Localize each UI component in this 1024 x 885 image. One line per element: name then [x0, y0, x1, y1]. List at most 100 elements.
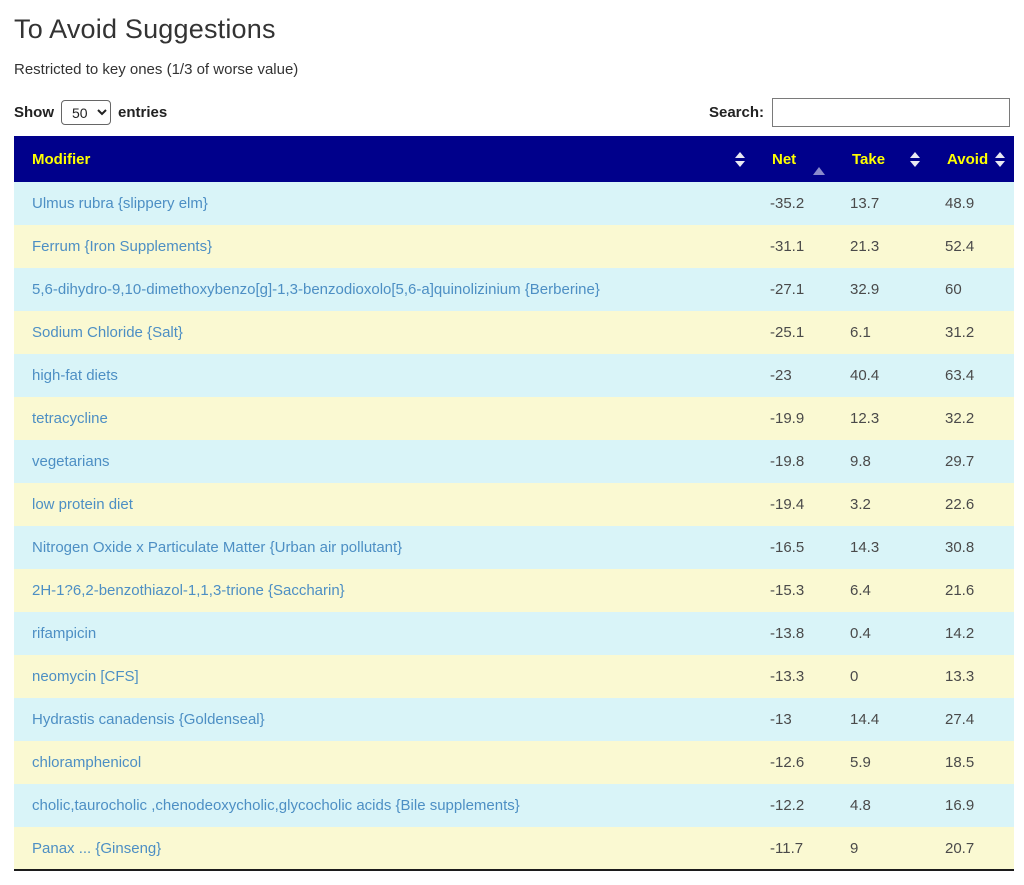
table-row: high-fat diets -23 40.4 63.4 [14, 354, 1014, 397]
modifier-link[interactable]: Ferrum {Iron Supplements} [32, 238, 213, 255]
take-value: 9 [834, 827, 929, 870]
sort-asc-icon [813, 150, 825, 175]
sort-both-icon [735, 151, 745, 167]
take-value: 5.9 [834, 741, 929, 784]
modifier-link[interactable]: 2H-1?6,2-benzothiazol-1,1,3-trione {Sacc… [32, 582, 345, 599]
take-value: 9.8 [834, 440, 929, 483]
table-row: tetracycline -19.9 12.3 32.2 [14, 397, 1014, 440]
net-value: -23 [754, 354, 834, 397]
avoid-value: 27.4 [929, 698, 1014, 741]
modifier-link[interactable]: Hydrastis canadensis {Goldenseal} [32, 711, 265, 728]
net-value: -16.5 [754, 526, 834, 569]
column-header-modifier[interactable]: Modifier [14, 136, 754, 182]
modifier-link[interactable]: high-fat diets [32, 367, 118, 384]
modifier-link[interactable]: 5,6-dihydro-9,10-dimethoxybenzo[g]-1,3-b… [32, 281, 600, 298]
table-row: 5,6-dihydro-9,10-dimethoxybenzo[g]-1,3-b… [14, 268, 1014, 311]
modifier-link[interactable]: low protein diet [32, 496, 133, 513]
table-row: vegetarians -19.8 9.8 29.7 [14, 440, 1014, 483]
take-value: 0.4 [834, 612, 929, 655]
modifier-link[interactable]: Ulmus rubra {slippery elm} [32, 195, 208, 212]
table-header: Modifier Net T [14, 136, 1014, 182]
modifier-link[interactable]: Panax ... {Ginseng} [32, 839, 162, 857]
net-value: -12.2 [754, 784, 834, 827]
table-body: Ulmus rubra {slippery elm} -35.2 13.7 48… [14, 182, 1014, 870]
modifier-link[interactable]: cholic,taurocholic ,chenodeoxycholic,gly… [32, 797, 520, 814]
avoid-value: 22.6 [929, 483, 1014, 526]
net-value: -12.6 [754, 741, 834, 784]
page-container: To Avoid Suggestions Restricted to key o… [0, 14, 1024, 871]
table-controls: Show 50 entries Search: [14, 98, 1010, 127]
table-row: Nitrogen Oxide x Particulate Matter {Urb… [14, 526, 1014, 569]
column-header-avoid[interactable]: Avoid [929, 136, 1014, 182]
table-row: Sodium Chloride {Salt} -25.1 6.1 31.2 [14, 311, 1014, 354]
column-label: Net [772, 150, 797, 168]
net-value: -19.4 [754, 483, 834, 526]
avoid-value: 63.4 [929, 354, 1014, 397]
avoid-value: 52.4 [929, 225, 1014, 268]
avoid-value: 48.9 [929, 182, 1014, 225]
modifier-link[interactable]: vegetarians [32, 453, 110, 470]
avoid-value: 21.6 [929, 569, 1014, 612]
sort-both-icon [910, 151, 920, 167]
column-label: Modifier [32, 150, 91, 168]
table-row: Ferrum {Iron Supplements} -31.1 21.3 52.… [14, 225, 1014, 268]
sort-both-icon [995, 151, 1005, 167]
modifier-link[interactable]: rifampicin [32, 625, 97, 642]
search-input[interactable] [772, 98, 1010, 127]
entries-label: entries [118, 104, 168, 121]
net-value: -35.2 [754, 182, 834, 225]
modifier-link[interactable]: Nitrogen Oxide x Particulate Matter {Urb… [32, 539, 403, 556]
table-row: Panax ... {Ginseng} -11.7 9 20.7 [14, 827, 1014, 870]
avoid-value: 29.7 [929, 440, 1014, 483]
avoid-value: 30.8 [929, 526, 1014, 569]
modifier-link[interactable]: tetracycline [32, 410, 108, 427]
take-value: 4.8 [834, 784, 929, 827]
modifier-link[interactable]: Sodium Chloride {Salt} [32, 324, 183, 341]
net-value: -11.7 [754, 827, 834, 870]
table-row: Hydrastis canadensis {Goldenseal} -13 14… [14, 698, 1014, 741]
avoid-value: 32.2 [929, 397, 1014, 440]
take-value: 6.1 [834, 311, 929, 354]
net-value: -25.1 [754, 311, 834, 354]
net-value: -15.3 [754, 569, 834, 612]
take-value: 12.3 [834, 397, 929, 440]
take-value: 13.7 [834, 182, 929, 225]
search-control: Search: [709, 98, 1010, 127]
modifier-link[interactable]: chloramphenicol [32, 754, 142, 771]
avoid-value: 31.2 [929, 311, 1014, 354]
show-entries-control: Show 50 entries [14, 100, 167, 125]
net-value: -27.1 [754, 268, 834, 311]
column-header-net[interactable]: Net [754, 136, 834, 182]
table-row: cholic,taurocholic ,chenodeoxycholic,gly… [14, 784, 1014, 827]
table-row: rifampicin -13.8 0.4 14.2 [14, 612, 1014, 655]
avoid-value: 13.3 [929, 655, 1014, 698]
modifier-link[interactable]: neomycin [CFS] [32, 668, 139, 685]
net-value: -13.3 [754, 655, 834, 698]
avoid-value: 16.9 [929, 784, 1014, 827]
table-row: 2H-1?6,2-benzothiazol-1,1,3-trione {Sacc… [14, 569, 1014, 612]
net-value: -31.1 [754, 225, 834, 268]
column-label: Take [852, 150, 886, 168]
page-subtitle: Restricted to key ones (1/3 of worse val… [14, 61, 299, 78]
column-label: Avoid [947, 150, 989, 168]
net-value: -13 [754, 698, 834, 741]
take-value: 14.4 [834, 698, 929, 741]
net-value: -13.8 [754, 612, 834, 655]
take-value: 21.3 [834, 225, 929, 268]
take-value: 3.2 [834, 483, 929, 526]
show-label: Show [14, 104, 54, 121]
net-value: -19.8 [754, 440, 834, 483]
table-row: neomycin [CFS] -13.3 0 13.3 [14, 655, 1014, 698]
page-size-select[interactable]: 50 [61, 100, 111, 125]
avoid-value: 60 [929, 268, 1014, 311]
table-row: Ulmus rubra {slippery elm} -35.2 13.7 48… [14, 182, 1014, 225]
take-value: 32.9 [834, 268, 929, 311]
avoid-suggestions-table: Modifier Net T [14, 136, 1014, 871]
take-value: 14.3 [834, 526, 929, 569]
avoid-value: 20.7 [929, 827, 1014, 870]
search-label: Search: [708, 104, 764, 121]
take-value: 40.4 [834, 354, 929, 397]
page-title: To Avoid Suggestions [14, 14, 276, 44]
take-value: 6.4 [834, 569, 929, 612]
column-header-take[interactable]: Take [834, 136, 929, 182]
